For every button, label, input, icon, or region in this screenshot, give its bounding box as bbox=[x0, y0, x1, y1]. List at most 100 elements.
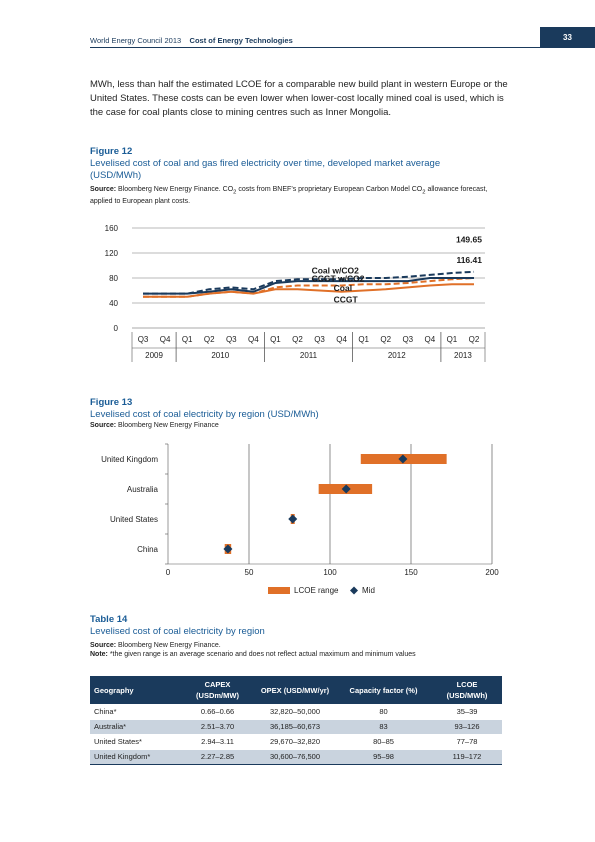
report-title: Cost of Energy Technologies bbox=[189, 36, 293, 45]
x-tick-label: 50 bbox=[245, 568, 254, 577]
note-text: *the given range is an average scenario … bbox=[107, 651, 416, 658]
cell-capacity: 80 bbox=[335, 704, 432, 720]
category-label: China bbox=[137, 545, 158, 554]
cell-geography: China* bbox=[90, 704, 180, 720]
cell-lcoe: 93–126 bbox=[432, 719, 502, 735]
x-tick-label: 0 bbox=[166, 568, 171, 577]
col-geography: Geography bbox=[90, 676, 180, 704]
source-subscript: 2 bbox=[233, 189, 237, 196]
figure13-range-chart: 0 50 100 150 200 United Kingdom Australia Unite… bbox=[101, 443, 499, 595]
x-tick-label: Q4 bbox=[336, 335, 347, 344]
cell-capex: 2.94–3.11 bbox=[180, 734, 255, 750]
header-title: World Energy Council 2013 Cost of Energy… bbox=[90, 36, 293, 45]
figure12-source: Source: Bloomberg New Energy Finance. CO… bbox=[90, 185, 510, 206]
category-label: United Kingdom bbox=[101, 455, 158, 464]
figure13-source: Source: Bloomberg New Energy Finance bbox=[90, 421, 510, 430]
intro-paragraph: MWh, less than half the estimated LCOE f… bbox=[90, 79, 508, 118]
data-label: 116.41 bbox=[456, 255, 482, 265]
x-tick-label: Q1 bbox=[447, 335, 458, 344]
legend-swatch-range bbox=[268, 587, 290, 594]
page-number: 33 bbox=[540, 27, 595, 48]
table14-title: Levelised cost of coal electricity by re… bbox=[90, 626, 265, 637]
figure13-label: Figure 13 bbox=[90, 397, 133, 408]
col-capex: CAPEX (USDm/MW) bbox=[180, 676, 255, 704]
figure12-line-chart: 0 40 80 120 160 Q3 Q4 Q1 Q2 Q3 Q4 Q1 Q2 Q3 Q4 Q1 Q2 Q3 Q4 Q… bbox=[105, 224, 486, 362]
x-year-label: 2010 bbox=[211, 351, 229, 360]
x-year-label: 2012 bbox=[388, 351, 406, 360]
series-label: Coal bbox=[334, 283, 352, 293]
y-tick-label: 80 bbox=[109, 274, 118, 283]
x-tick-label: Q4 bbox=[425, 335, 436, 344]
category-label: Australia bbox=[127, 485, 159, 494]
col-opex: OPEX (USD/MW/yr) bbox=[255, 676, 335, 704]
x-tick-label: Q3 bbox=[138, 335, 149, 344]
cell-capex: 2.27–2.85 bbox=[180, 749, 255, 765]
source-subscript: 2 bbox=[422, 189, 426, 196]
publisher-name: World Energy Council 2013 bbox=[90, 36, 182, 45]
series-line-ccgt bbox=[143, 283, 474, 298]
table14-label: Table 14 bbox=[90, 614, 128, 625]
cell-capacity: 95–98 bbox=[335, 749, 432, 765]
source-text: Bloomberg New Energy Finance bbox=[116, 422, 219, 429]
cell-lcoe: 119–172 bbox=[432, 749, 502, 765]
figure12-title: Levelised cost of coal and gas fired ele… bbox=[90, 158, 441, 181]
x-tick-label: Q2 bbox=[469, 335, 480, 344]
x-tick-label: Q1 bbox=[358, 335, 369, 344]
col-capacity: Capacity factor (%) bbox=[335, 676, 432, 704]
table14-note: Note: *the given range is an average sce… bbox=[90, 650, 510, 659]
cell-lcoe: 35–39 bbox=[432, 704, 502, 720]
x-tick-label: Q2 bbox=[292, 335, 303, 344]
lcoe-table: Geography CAPEX (USDm/MW) OPEX (USD/MW/y… bbox=[90, 676, 502, 765]
table-row: United Kingdom* 2.27–2.85 30,600–76,500 … bbox=[90, 749, 502, 765]
series-label: Coal w/CO2 bbox=[312, 265, 360, 275]
cell-capacity: 80–85 bbox=[335, 734, 432, 750]
x-tick-label: Q4 bbox=[160, 335, 171, 344]
source-text: allowance forecast, applied to European … bbox=[90, 186, 488, 206]
series-label: CCGT w/CO2 bbox=[312, 274, 365, 284]
x-tick-label: Q4 bbox=[248, 335, 259, 344]
header-rule bbox=[90, 47, 540, 48]
legend-label: Mid bbox=[362, 586, 375, 595]
cell-opex: 36,185–60,673 bbox=[255, 719, 335, 735]
figure13-title: Levelised cost of coal electricity by re… bbox=[90, 409, 319, 420]
table-header-row: Geography CAPEX (USDm/MW) OPEX (USD/MW/y… bbox=[90, 676, 502, 704]
x-tick-label: 150 bbox=[404, 568, 418, 577]
series-label: CCGT bbox=[334, 295, 359, 305]
y-tick-label: 120 bbox=[105, 249, 119, 258]
figure12-label: Figure 12 bbox=[90, 146, 133, 157]
x-year-label: 2009 bbox=[145, 351, 163, 360]
x-tick-label: Q3 bbox=[226, 335, 237, 344]
y-tick-label: 160 bbox=[105, 224, 119, 233]
series-line-coal-w-co2 bbox=[143, 270, 475, 295]
x-tick-label: 200 bbox=[485, 568, 499, 577]
source-label: Source: bbox=[90, 642, 117, 649]
mid-marker bbox=[288, 514, 298, 524]
legend-swatch-mid bbox=[350, 586, 358, 595]
data-label: 149.65 bbox=[456, 234, 482, 244]
source-label: Source: bbox=[90, 186, 117, 193]
cell-capex: 2.51–3.70 bbox=[180, 719, 255, 735]
source-text: costs from BNEF’s proprietary European C… bbox=[236, 186, 423, 193]
x-tick-label: Q1 bbox=[182, 335, 193, 344]
cell-lcoe: 77–78 bbox=[432, 734, 502, 750]
page-header: World Energy Council 2013 Cost of Energy… bbox=[0, 0, 595, 48]
x-year-label: 2013 bbox=[454, 351, 472, 360]
source-text: Bloomberg New Energy Finance. CO bbox=[116, 186, 234, 193]
table-row: Australia* 2.51–3.70 36,185–60,673 83 93… bbox=[90, 719, 502, 735]
legend-label: LCOE range bbox=[294, 586, 339, 595]
x-tick-label: Q2 bbox=[204, 335, 215, 344]
y-tick-label: 0 bbox=[114, 324, 119, 333]
x-tick-label: 100 bbox=[323, 568, 337, 577]
table14-source: Source: Bloomberg New Energy Finance. bbox=[90, 641, 510, 650]
cell-opex: 30,600–76,500 bbox=[255, 749, 335, 765]
table-row: United States* 2.94–3.11 29,670–32,820 8… bbox=[90, 734, 502, 750]
series-line-coal bbox=[143, 277, 474, 295]
table-row: China* 0.66–0.66 32,820–50,000 80 35–39 bbox=[90, 704, 502, 720]
x-tick-label: Q2 bbox=[380, 335, 391, 344]
x-year-label: 2011 bbox=[300, 351, 318, 360]
cell-geography: United Kingdom* bbox=[90, 749, 180, 765]
note-label: Note: bbox=[90, 651, 108, 658]
cell-capex: 0.66–0.66 bbox=[180, 704, 255, 720]
x-tick-label: Q1 bbox=[270, 335, 281, 344]
source-text: Bloomberg New Energy Finance. bbox=[116, 642, 221, 649]
